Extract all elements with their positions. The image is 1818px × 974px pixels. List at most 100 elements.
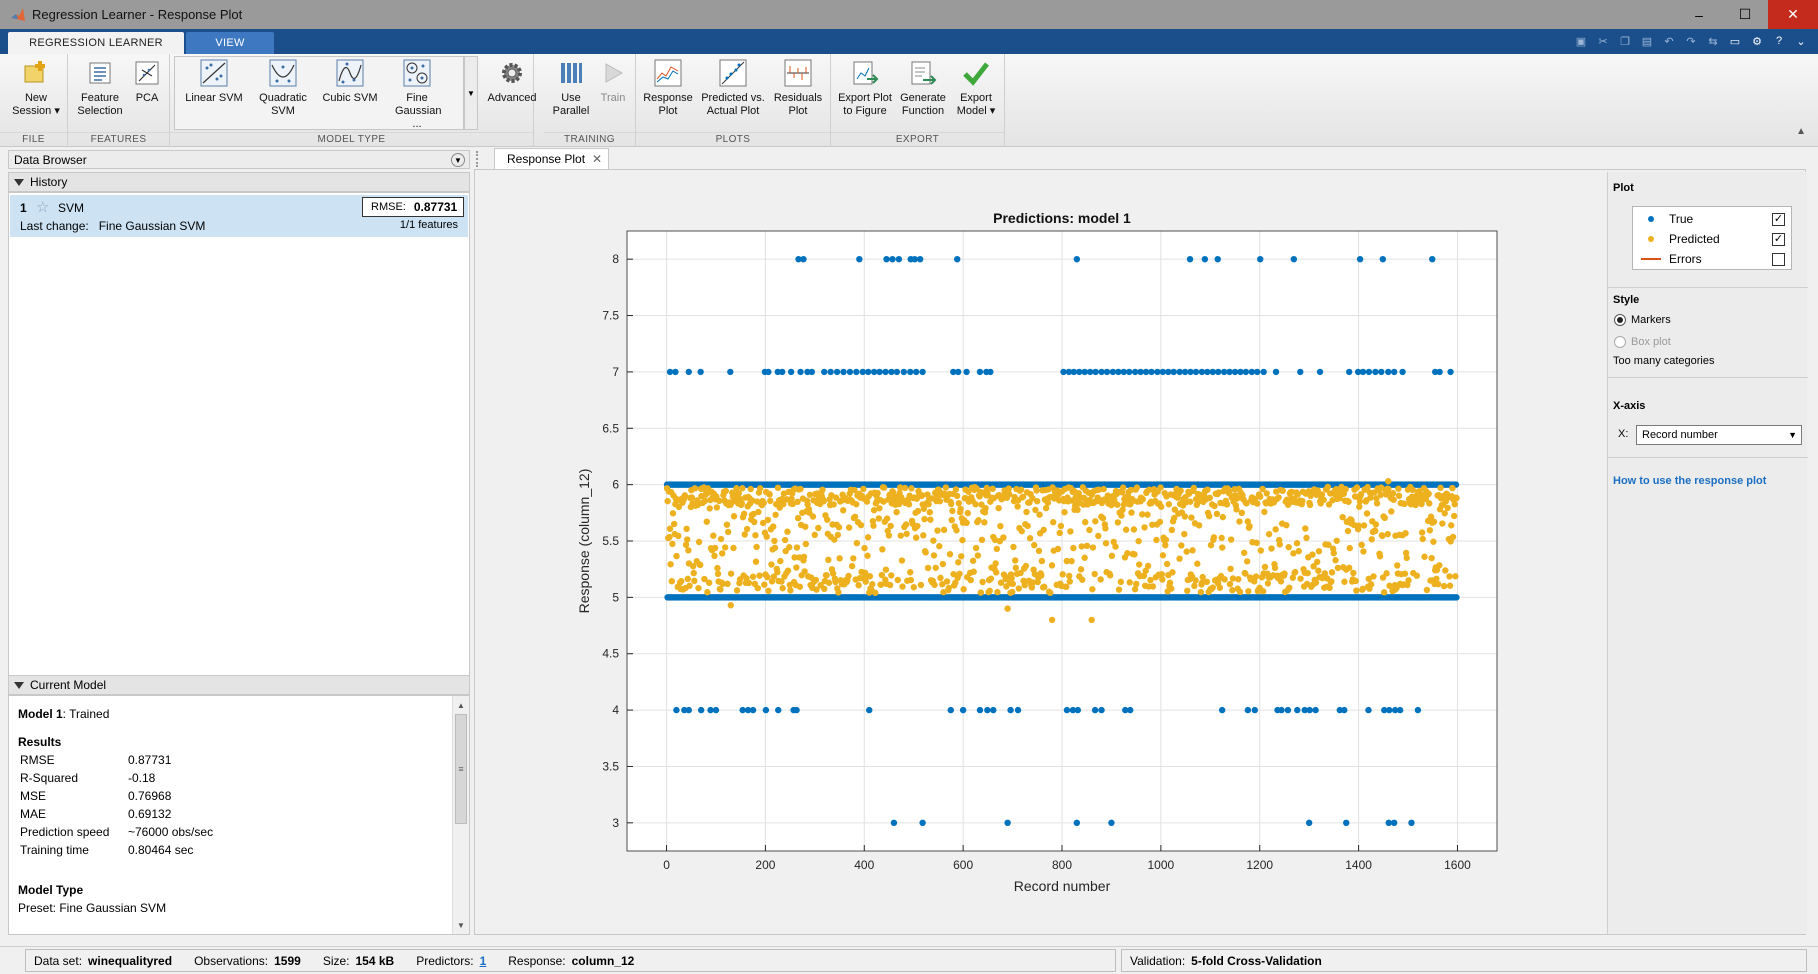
predicted-point — [903, 530, 910, 538]
markers-radio[interactable]: Markers — [1614, 314, 1671, 326]
errors-checkbox[interactable] — [1772, 253, 1785, 266]
predicted-point — [1383, 570, 1390, 577]
predicted-point — [719, 580, 726, 587]
predicted-point — [848, 562, 856, 570]
advanced-button[interactable]: Advanced — [486, 58, 538, 105]
model-type-heading: Model Type — [18, 883, 84, 897]
history-item-model-1[interactable]: 1 ☆ SVM RMSE: 0.87731 Last change: Fine G… — [10, 195, 468, 237]
predicted-point — [717, 535, 725, 543]
settings-icon[interactable]: ⚙ — [1752, 35, 1762, 48]
maximize-button[interactable]: ☐ — [1738, 6, 1752, 22]
true-checkbox[interactable]: ✓ — [1772, 213, 1785, 226]
switch-window-icon[interactable]: ⇆ — [1708, 35, 1718, 48]
star-icon[interactable]: ☆ — [36, 199, 50, 216]
predicted-point — [1235, 575, 1242, 583]
minimize-button[interactable]: – — [1695, 6, 1703, 23]
export-model-button[interactable]: Export Model ▾ — [953, 58, 999, 118]
predicted-point — [902, 521, 910, 528]
redo-icon[interactable]: ↷ — [1686, 35, 1696, 48]
predicted-point — [819, 486, 826, 493]
predicted-point — [1388, 508, 1395, 515]
true-point — [865, 368, 872, 376]
predicted-point — [1226, 487, 1233, 495]
box-plot-radio[interactable]: Box plot — [1614, 336, 1671, 348]
predicted-point — [806, 491, 814, 498]
predicted-point — [1446, 582, 1454, 589]
predicted-point — [1169, 569, 1176, 576]
gallery-expand-button[interactable]: ▼ — [464, 56, 478, 130]
scroll-up-icon[interactable]: ▲ — [457, 700, 465, 710]
model-name: SVM — [58, 201, 85, 215]
predicted-point — [1345, 498, 1352, 505]
linear-svm-button[interactable]: Linear SVM — [184, 58, 244, 105]
predicted-point — [1373, 500, 1381, 507]
predicted-point — [701, 575, 708, 583]
current-model-header[interactable]: Current Model — [8, 675, 470, 695]
results-row: Training time 0.80464 sec — [18, 841, 443, 859]
collapse-toolstrip-icon[interactable]: ▲ — [1796, 126, 1806, 137]
layout-icon[interactable]: ▭ — [1729, 35, 1741, 48]
true-point — [804, 368, 811, 376]
history-header[interactable]: History — [8, 172, 470, 192]
panel-grip[interactable] — [476, 151, 482, 167]
save-icon[interactable]: ▣ — [1575, 35, 1587, 48]
paste-icon[interactable]: ▤ — [1641, 35, 1653, 48]
tab-view[interactable]: VIEW — [186, 32, 274, 54]
predicted-point — [1198, 579, 1206, 586]
predicted-point — [730, 544, 737, 552]
x-axis-select[interactable]: Record number ▼ — [1636, 425, 1802, 445]
predicted-point — [1091, 570, 1098, 578]
export-plot-button[interactable]: Export Plot to Figure — [837, 58, 893, 118]
generate-function-button[interactable]: Generate Function — [897, 58, 949, 118]
predicted-point — [1048, 616, 1056, 624]
help-icon[interactable]: ? — [1775, 35, 1783, 47]
predicted-point — [1360, 548, 1367, 555]
predictors-link[interactable]: 1 — [479, 953, 487, 968]
expand-icon[interactable]: ⌄ — [1796, 35, 1806, 48]
fine-gaussian-svm-button[interactable]: Fine Gaussian ... — [388, 56, 446, 135]
copy-icon[interactable]: ❐ — [1620, 35, 1630, 48]
predicted-point — [1183, 548, 1190, 555]
generate-function-icon — [908, 58, 938, 88]
tab-response-plot[interactable]: Response Plot ✕ — [494, 148, 609, 169]
residuals-plot-button[interactable]: Residuals Plot — [772, 58, 824, 118]
quadratic-svm-button[interactable]: Quadratic SVM — [256, 58, 310, 118]
response-plot-chart: 0 200 400 600 800 1000 1200 1400 1600 3 3.5 4 4.5 5 5.… — [576, 210, 1498, 894]
true-point — [1390, 819, 1398, 827]
predicted-point — [1384, 530, 1391, 538]
true-point — [1159, 368, 1167, 376]
cut-icon[interactable]: ✂ — [1598, 35, 1608, 48]
data-browser-menu-icon[interactable]: ▼ — [451, 153, 465, 167]
predicted-vs-actual-button[interactable]: Predicted vs. Actual Plot — [700, 58, 766, 118]
predicted-point — [1358, 541, 1365, 549]
predicted-marker-icon — [1648, 236, 1654, 242]
predicted-point — [830, 501, 837, 508]
response-plot-button[interactable]: Response Plot — [642, 58, 694, 118]
true-point — [1408, 819, 1415, 827]
true-point — [1390, 368, 1398, 376]
use-parallel-button[interactable]: Use Parallel — [546, 56, 596, 122]
undo-icon[interactable]: ↶ — [1664, 35, 1674, 48]
pca-button[interactable]: PCA — [130, 58, 164, 105]
predicted-checkbox[interactable]: ✓ — [1772, 233, 1785, 246]
predicted-point — [1413, 572, 1421, 579]
close-button[interactable]: ✕ — [1768, 0, 1818, 29]
predicted-point — [930, 552, 938, 559]
feature-selection-button[interactable]: Feature Selection — [74, 58, 126, 118]
scroll-thumb[interactable]: ≡ — [455, 714, 467, 824]
predicted-point — [1330, 549, 1337, 557]
close-tab-icon[interactable]: ✕ — [591, 152, 602, 166]
predicted-point — [1033, 498, 1041, 505]
new-session-button[interactable]: New Session ▾ — [8, 58, 64, 118]
help-link[interactable]: How to use the response plot — [1613, 475, 1767, 487]
predicted-point — [832, 494, 840, 501]
train-button[interactable]: Train — [596, 58, 630, 105]
current-model-scrollbar[interactable]: ▲ ≡ ▼ — [452, 696, 469, 934]
true-point — [1007, 706, 1014, 714]
scroll-down-icon[interactable]: ▼ — [457, 920, 465, 930]
predicted-point — [1419, 535, 1426, 543]
cubic-svm-button[interactable]: Cubic SVM — [322, 58, 378, 105]
tab-regression-learner[interactable]: REGRESSION LEARNER — [8, 32, 184, 54]
predicted-point — [1131, 551, 1138, 558]
predicted-point — [764, 573, 771, 581]
